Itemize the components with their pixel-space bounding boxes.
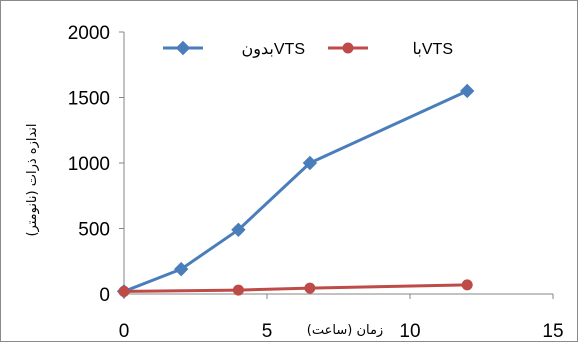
- series-2: [118, 279, 473, 297]
- y-tick-label: 1000: [68, 154, 110, 175]
- y-tick-label: 0: [99, 285, 110, 306]
- x-tick-label: 0: [119, 321, 130, 342]
- y-tick-label: 2000: [68, 23, 110, 44]
- data-point: [459, 83, 475, 99]
- legend-item-2: باVTS: [328, 41, 453, 58]
- legend-marker: [175, 40, 191, 56]
- data-point: [173, 261, 189, 277]
- data-point: [302, 155, 318, 171]
- data-point: [304, 282, 316, 294]
- data-point: [231, 222, 246, 238]
- x-axis-label: زمان (ساعت): [307, 323, 383, 338]
- series-line: [123, 283, 468, 293]
- tick-labels: 0 500 1000 1500 2000 0 5 10 15: [68, 23, 564, 342]
- legend-label: باVTS: [413, 41, 453, 58]
- x-tick-label: 10: [399, 321, 420, 342]
- y-tick-label: 500: [78, 220, 110, 241]
- series-1: [116, 83, 475, 299]
- data-point: [232, 284, 244, 296]
- legend-marker: [342, 42, 354, 54]
- x-tick-label: 5: [262, 321, 273, 342]
- y-axis-label: اندازه ذرات (نانومتر): [25, 123, 40, 236]
- legend-label: بدونVTS: [242, 41, 305, 58]
- legend-item-1: بدونVTS: [163, 40, 305, 58]
- axes: [119, 31, 554, 299]
- data-point: [118, 285, 130, 297]
- series-group: [116, 83, 475, 299]
- x-tick-label: 15: [542, 321, 563, 342]
- data-point: [461, 279, 473, 291]
- y-tick-label: 1500: [68, 89, 110, 110]
- series-line: [123, 89, 468, 293]
- legend: بدونVTS باVTS: [163, 40, 453, 58]
